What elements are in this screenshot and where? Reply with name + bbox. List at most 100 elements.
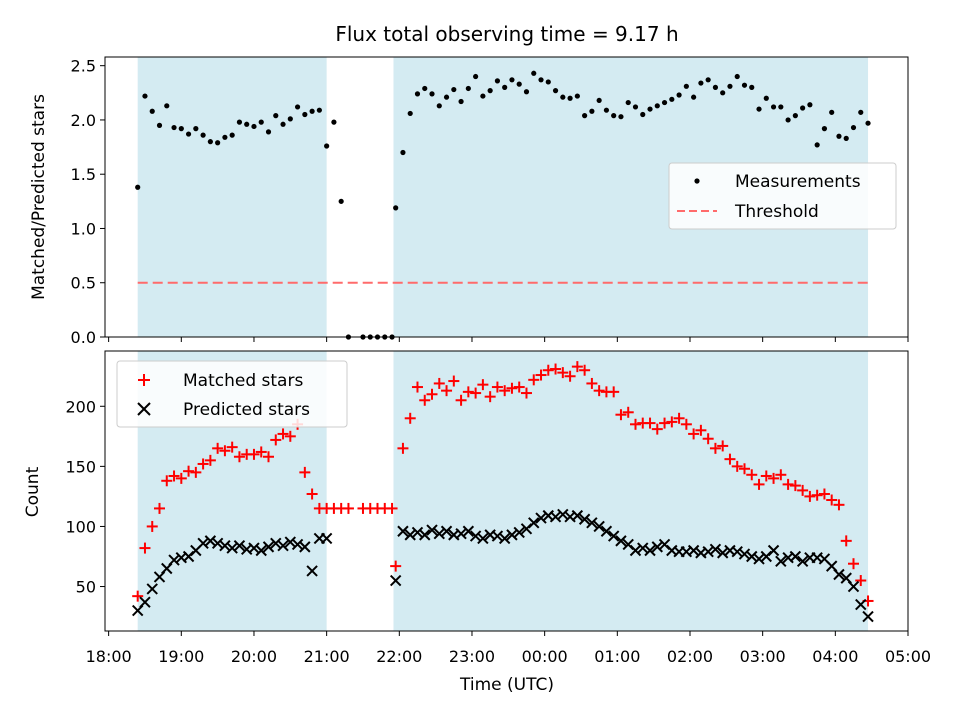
predicted-star-point — [513, 526, 525, 539]
measurement-point — [596, 97, 602, 104]
y-tick-label: 1.5 — [71, 165, 96, 184]
matched-star-point — [847, 558, 859, 570]
matched-star-point — [695, 424, 707, 436]
matched-star-point — [499, 385, 511, 397]
predicted-x-b — [825, 560, 838, 572]
predicted-star-point — [615, 535, 627, 547]
x-tick-label: 22:00 — [376, 647, 422, 666]
predicted-star-point — [716, 547, 729, 559]
predicted-star-point — [491, 530, 504, 542]
measurement-point — [821, 126, 828, 132]
matched-star-point — [542, 364, 554, 376]
predicted-x-b — [175, 551, 188, 564]
legend-matched-marker — [138, 374, 150, 386]
y-tick-label: 100 — [65, 517, 96, 536]
measurement-point — [200, 132, 206, 138]
top-panel: 0.0 0.5 1.0 1.5 2.0 2.5 Matched/Predicted sta… — [29, 56, 909, 347]
measurement-point — [691, 94, 697, 100]
predicted-x-b — [840, 572, 852, 584]
predicted-star-point — [255, 544, 267, 557]
matched-star-point — [183, 465, 195, 477]
predicted-x-b — [716, 547, 729, 559]
matched-star-point — [419, 394, 431, 406]
measurement-point — [436, 103, 442, 109]
matched-star-point — [768, 472, 780, 484]
measurement-point — [647, 106, 653, 112]
y-tick-label: 50 — [76, 578, 96, 597]
predicted-star-point — [637, 542, 649, 554]
measurement-point — [836, 133, 842, 139]
predicted-x-b — [299, 541, 311, 553]
measurement-point — [567, 95, 573, 101]
measurement-point — [149, 108, 155, 114]
measurement-point — [807, 102, 813, 108]
predicted-star-point — [419, 529, 431, 541]
measurement-point — [800, 105, 806, 111]
measurement-point — [640, 111, 646, 118]
predicted-star-point — [426, 524, 438, 536]
predicted-star-point — [629, 544, 642, 557]
predicted-x-b — [491, 530, 504, 542]
measurement-point — [654, 103, 660, 109]
predicted-star-point — [789, 550, 802, 563]
matched-star-point — [666, 416, 678, 428]
measurement-point — [400, 149, 406, 156]
predicted-x-b — [506, 529, 518, 541]
predicted-x-b — [411, 526, 424, 539]
matched-star-point — [233, 451, 245, 463]
bottom-x-ticks: 18:00 19:00 20:00 21:00 22:00 23:00 00:00 01:00… — [86, 631, 931, 666]
bottom-shaded-span — [393, 351, 869, 631]
predicted-x-b — [291, 538, 304, 551]
matched-star-point — [190, 466, 202, 478]
predicted-x-b — [306, 565, 318, 577]
predicted-x-b — [702, 545, 714, 558]
matched-star-point — [833, 499, 845, 511]
predicted-star-point — [571, 509, 584, 522]
matched-star-point — [139, 542, 151, 554]
y-tick-label: 200 — [65, 397, 96, 416]
matched-star-point — [753, 478, 765, 490]
matched-star-point — [299, 466, 311, 478]
x-tick-label: 00:00 — [522, 647, 568, 666]
measurement-point — [618, 114, 624, 120]
matched-star-point — [571, 361, 583, 373]
predicted-x-b — [320, 532, 333, 545]
measurement-point — [734, 73, 740, 80]
legend-matched-label: Matched stars — [183, 371, 303, 391]
predicted-x-b — [448, 529, 460, 541]
predicted-star-point — [404, 529, 416, 541]
matched-star-point — [746, 469, 758, 481]
predicted-x-b — [593, 520, 605, 533]
predicted-x-b — [753, 553, 765, 565]
measurement-point — [393, 205, 399, 211]
predicted-star-point — [320, 532, 333, 545]
predicted-x-b — [146, 583, 158, 595]
predicted-x-b — [571, 509, 584, 522]
matched-star-point — [426, 388, 438, 400]
predicted-x-b — [139, 596, 151, 608]
measurement-point — [178, 126, 184, 132]
predicted-x-b — [498, 532, 511, 545]
bottom-legend: Matched stars Predicted stars — [116, 360, 348, 428]
measurement-point — [829, 109, 835, 115]
measurement-point — [669, 96, 675, 102]
measurement-point — [185, 131, 192, 137]
predicted-star-point — [746, 550, 758, 563]
matched-star-point — [680, 418, 692, 430]
matched-star-point — [818, 488, 830, 500]
matched-star-point — [673, 412, 685, 424]
measurement-point — [661, 99, 668, 106]
measurement-point — [458, 98, 464, 105]
matched-star-point — [550, 363, 562, 375]
measurement-point — [545, 79, 551, 85]
predicted-x-b — [629, 544, 642, 557]
matched-star-point — [738, 463, 750, 475]
measurement-point — [720, 90, 726, 96]
matched-star-point — [760, 470, 772, 482]
measurement-point — [280, 121, 286, 127]
measurement-point — [582, 113, 588, 119]
measurement-point — [683, 83, 689, 89]
measurement-point — [324, 143, 330, 149]
predicted-star-point — [607, 530, 620, 542]
bottom-panel: 50 100 150 200 18:00 19:00 20:00 21:00 22:00 23:… — [23, 350, 931, 695]
